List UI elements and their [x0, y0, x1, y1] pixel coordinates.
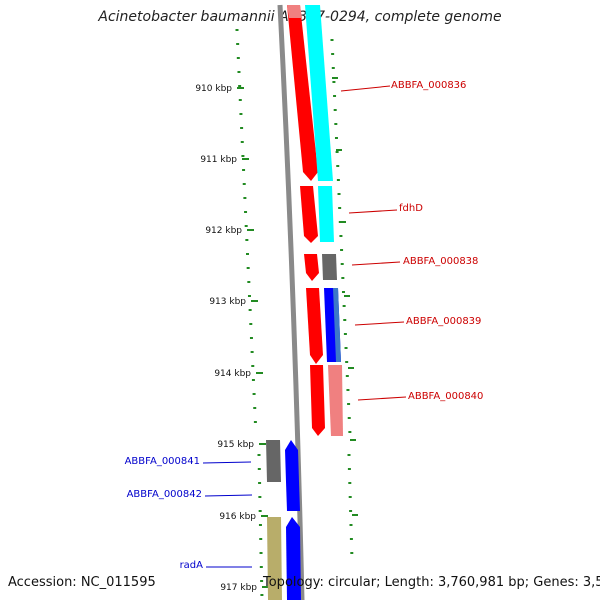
gene-abbfa-000836-arrow — [287, 5, 318, 181]
gene-leader-line — [351, 261, 401, 266]
gene-leader-line — [340, 85, 391, 92]
gene-abbfa-000838-arrow — [304, 254, 319, 281]
accession-label: Accession: NC_011595 — [8, 575, 156, 590]
scale-label: 912 kbp — [205, 226, 242, 236]
scale-label: 910 kbp — [195, 84, 232, 94]
inner-track-dots-lower — [257, 454, 264, 596]
gene-rada-arrow — [286, 517, 301, 600]
scale-label: 913 kbp — [209, 297, 246, 307]
gene-abbfa-000841-arrow — [285, 440, 299, 482]
gene-leader-line — [357, 396, 407, 401]
gene-label: fdhD — [399, 203, 423, 214]
gene-abbfa-000836-product — [305, 5, 333, 181]
gene-label: ABBFA_000839 — [406, 316, 481, 327]
genome-backbone — [277, 4, 305, 600]
inner-track-dots — [235, 29, 257, 423]
gene-label: ABBFA_000838 — [403, 256, 478, 267]
gene-leader-line — [204, 494, 253, 497]
scale-label: 915 kbp — [217, 440, 254, 450]
gene-abbfa-000838-product — [322, 254, 337, 280]
outer-track-dots — [330, 39, 352, 433]
gene-leader-line — [348, 209, 398, 214]
outer-track-dots-lower — [347, 454, 354, 554]
gene-leader-line — [202, 461, 252, 464]
gene-abbfa-000840-product — [328, 365, 343, 436]
scale-label: 911 kbp — [200, 155, 237, 165]
gene-abbfa-000840-arrow — [310, 365, 325, 436]
scale-label: 916 kbp — [219, 512, 256, 522]
gene-rada-product — [267, 517, 282, 600]
scale-label: 914 kbp — [214, 369, 251, 379]
gene-label: ABBFA_000841 — [125, 456, 200, 467]
gene-abbfa-000839-arrow — [306, 288, 323, 364]
scale-label: 917 kbp — [220, 583, 257, 593]
gene-leader-line — [354, 321, 405, 326]
gene-abbfa-000836-head — [287, 5, 302, 18]
topology-summary: Topology: circular; Length: 3,760,981 bp… — [263, 575, 600, 590]
gene-fdhd-arrow — [300, 186, 318, 243]
gene-abbfa-000841-product — [266, 440, 281, 482]
gene-label: ABBFA_000840 — [408, 391, 483, 402]
gene-label: ABBFA_000836 — [391, 80, 466, 91]
gene-abbfa-000839-shade — [333, 288, 341, 362]
gene-abbfa-000842-arrow — [286, 482, 300, 511]
gene-label: ABBFA_000842 — [127, 489, 202, 500]
gene-label: radA — [180, 560, 204, 571]
gene-fdhd-product — [318, 186, 334, 242]
